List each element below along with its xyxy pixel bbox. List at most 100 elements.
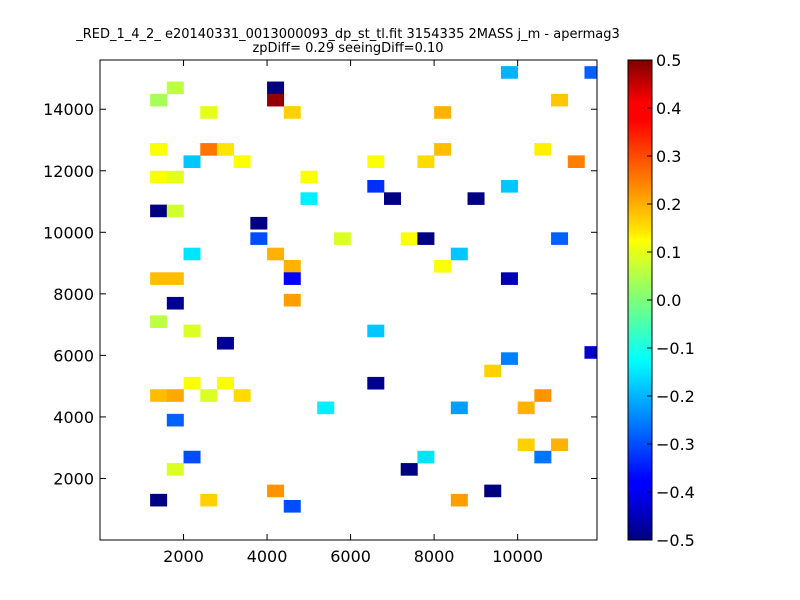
heatmap-cell <box>534 143 552 156</box>
y-tick-label: 2000 <box>53 469 94 488</box>
y-tick-label: 4000 <box>53 408 94 427</box>
heatmap-cell <box>216 376 234 390</box>
y-tick-label: 8000 <box>53 285 94 304</box>
heatmap-cell <box>200 389 218 402</box>
colorbar-ticks: −0.5 −0.4 −0.3 −0.2 −0.1 0.0 0.1 0.2 0.3 0.4 0.5 <box>647 51 695 550</box>
colorbar-tick-label: 0.5 <box>656 51 681 70</box>
y-tick-label: 6000 <box>53 346 94 365</box>
y-axis: 2000 4000 6000 8000 10000 12000 14000 <box>43 100 597 488</box>
heatmap-cell <box>233 389 251 402</box>
heatmap-cell <box>166 272 184 285</box>
heatmap-cell <box>200 106 218 119</box>
heatmap-cell <box>267 93 285 107</box>
colorbar: −0.5 −0.4 −0.3 −0.2 −0.1 0.0 0.1 0.2 0.3 0.4 0.5 <box>627 51 695 550</box>
heatmap-cell <box>267 81 285 95</box>
heatmap-cell <box>551 232 569 245</box>
colorbar-tick-label: −0.5 <box>656 531 695 550</box>
heatmap-cell <box>434 260 452 273</box>
heatmap-cell <box>166 170 184 184</box>
x-tick-label: 8000 <box>414 547 455 566</box>
heatmap-cell <box>434 143 452 156</box>
x-tick-label: 4000 <box>247 547 288 566</box>
heatmap-cell <box>417 155 435 168</box>
heatmap-cell <box>283 293 301 307</box>
heatmap-cell <box>450 401 468 415</box>
heatmap-cell <box>500 352 518 365</box>
colorbar-tick-label: 0.0 <box>656 291 681 310</box>
heatmap-cell <box>484 484 502 498</box>
heatmap-cell <box>166 463 184 476</box>
heatmap-cell <box>150 272 168 285</box>
heatmap-cell <box>250 232 268 245</box>
heatmap-cell <box>166 204 184 218</box>
heatmap-cell <box>367 376 385 390</box>
heatmap-cell <box>551 438 569 452</box>
heatmap-cell <box>400 232 418 245</box>
heatmap-cell <box>534 389 552 402</box>
heatmap-cell <box>584 66 597 79</box>
heatmap-cell <box>300 192 318 205</box>
plot-frame <box>99 59 598 541</box>
heatmap-cell <box>150 315 168 328</box>
heatmap-cell <box>166 413 184 427</box>
heatmap-cell <box>400 463 418 476</box>
heatmap-cell <box>150 204 168 218</box>
heatmap-cell <box>150 389 168 402</box>
heatmap-cell <box>584 346 597 359</box>
colorbar-tick-label: −0.4 <box>656 483 695 502</box>
x-tick-label: 10000 <box>492 547 543 566</box>
heatmap-cell <box>567 155 585 168</box>
heatmap-cell <box>183 247 201 261</box>
heatmap-cell <box>183 155 201 168</box>
heatmap-cell <box>183 450 201 464</box>
heatmap-cell <box>283 272 301 285</box>
heatmap-cell <box>500 180 518 193</box>
heatmap-cell <box>166 81 184 95</box>
y-tick-label: 14000 <box>43 100 94 119</box>
heatmap-cell <box>384 192 402 205</box>
heatmap-cell <box>450 247 468 261</box>
heatmap-cell <box>517 401 535 415</box>
heatmap-cell <box>150 493 168 507</box>
heatmap-cell <box>434 106 452 119</box>
heatmap-cell <box>216 336 234 350</box>
heatmap-cell <box>267 247 285 261</box>
heatmap-cell <box>150 143 168 156</box>
colorbar-tick-label: 0.1 <box>656 243 681 262</box>
heatmap-cell <box>183 324 201 338</box>
heatmap-cell <box>367 155 385 168</box>
heatmap-cell <box>517 438 535 452</box>
colorbar-tick-label: −0.3 <box>656 435 695 454</box>
heatmap-cell <box>166 296 184 310</box>
heatmap-cell <box>216 143 234 156</box>
heatmap-cell <box>333 232 351 245</box>
y-tick-label: 10000 <box>43 223 94 242</box>
heatmap-cell <box>200 493 218 507</box>
heatmap-cell <box>450 493 468 507</box>
colorbar-tick-label: 0.3 <box>656 147 681 166</box>
heatmap-cell <box>417 232 435 245</box>
heatmap-cell <box>551 93 569 107</box>
heatmap-cell <box>166 389 184 402</box>
heatmap-cell <box>500 272 518 285</box>
heatmap-cell <box>367 180 385 193</box>
heatmap-cell <box>150 170 168 184</box>
x-tick-label: 2000 <box>163 547 204 566</box>
heatmap-cell <box>250 216 268 230</box>
heatmap-cell <box>484 364 502 378</box>
x-axis: 2000 4000 6000 8000 10000 <box>163 60 543 566</box>
heatmap-cell <box>150 93 168 107</box>
colorbar-tick-label: −0.1 <box>656 339 695 358</box>
heatmap-cell <box>500 66 518 79</box>
heatmap-cells <box>150 66 597 513</box>
heatmap-cell <box>283 106 301 119</box>
heatmap-cell <box>317 401 335 415</box>
heatmap-cell <box>467 192 485 205</box>
heatmap-cell <box>300 170 318 184</box>
colorbar-tick-label: 0.4 <box>656 99 681 118</box>
heatmap-cell <box>367 324 385 338</box>
x-tick-label: 6000 <box>330 547 371 566</box>
heatmap-cell <box>283 260 301 273</box>
chart-title-line1: _RED_1_4_2_ e20140331_0013000093_dp_st_t… <box>75 27 619 42</box>
